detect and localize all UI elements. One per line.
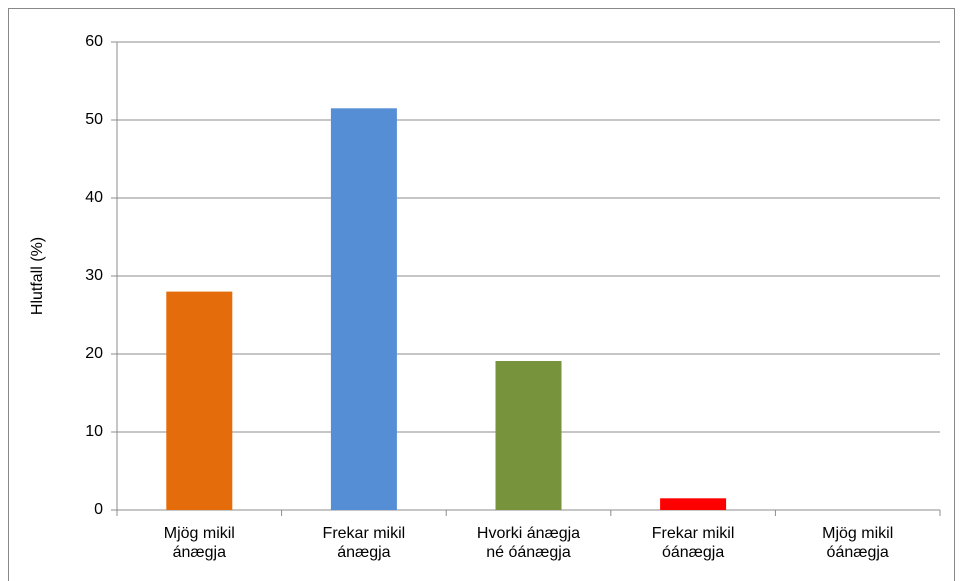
bar [166, 291, 233, 510]
y-tick-label: 60 [85, 33, 103, 50]
x-tick-label: Frekar mikil ánægja [322, 525, 406, 561]
bar [495, 361, 562, 510]
y-tick-label: 10 [85, 423, 103, 440]
bar [330, 108, 397, 511]
y-tick-label: 50 [85, 111, 103, 128]
chart-frame [8, 8, 955, 581]
x-tick-label: Mjög mikil ánægja [163, 525, 235, 561]
y-axis-label: Hlutfall (%) [29, 237, 46, 315]
bar [660, 498, 727, 510]
y-tick-label: 40 [85, 189, 103, 206]
y-tick-label: 0 [94, 501, 103, 518]
y-tick-label: 20 [85, 345, 103, 362]
y-tick-label: 30 [85, 267, 103, 284]
x-tick-label: Hvorki ánægja né óánægja [476, 525, 581, 561]
x-tick-label: Frekar mikil óánægja [651, 525, 735, 561]
x-tick-label: Mjög mikil óánægja [822, 525, 894, 561]
